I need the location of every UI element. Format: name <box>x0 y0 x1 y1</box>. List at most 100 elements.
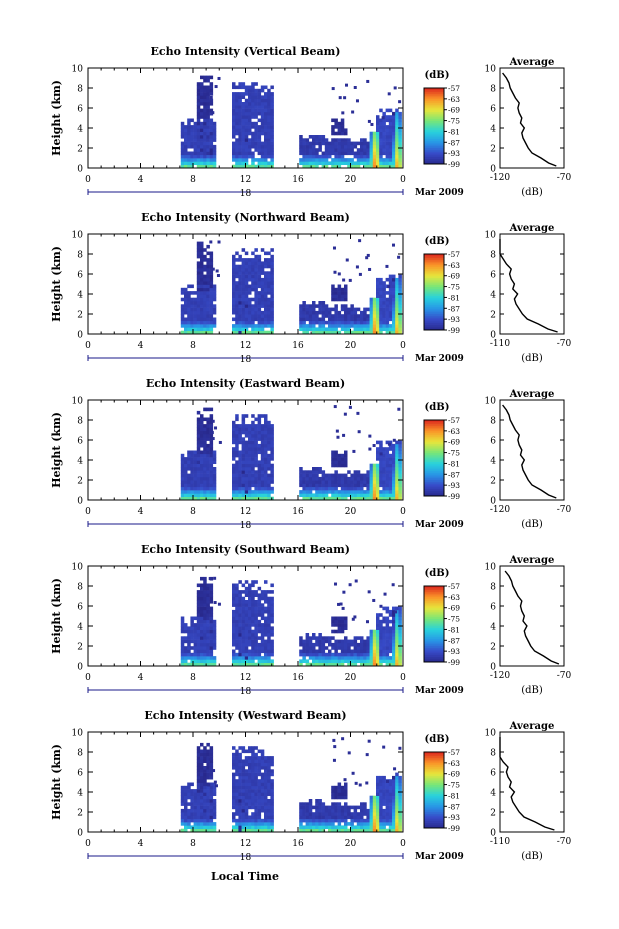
heat-cell <box>347 642 351 647</box>
heat-cell <box>248 102 252 106</box>
heat-cell <box>193 639 198 644</box>
heat-cell <box>385 118 390 123</box>
heat-cell <box>385 301 390 305</box>
heat-cell <box>257 310 262 315</box>
heat-cell <box>235 450 239 455</box>
heat-cell <box>260 284 265 289</box>
heat-cell <box>260 463 265 468</box>
heat-cell <box>180 125 185 129</box>
heat-cell <box>392 613 396 617</box>
heat-cell <box>212 158 217 162</box>
heat-cell <box>238 161 242 165</box>
heat-cell <box>203 88 207 93</box>
heat-cell <box>308 799 313 803</box>
colorbar-segment <box>424 97 444 100</box>
heat-cell <box>232 782 236 787</box>
heat-cell <box>340 818 345 823</box>
heat-cell <box>244 476 249 481</box>
heat-cell <box>232 616 236 621</box>
colorbar-segment <box>424 492 444 495</box>
heat-cell <box>324 646 329 650</box>
heat-cell <box>241 294 246 298</box>
heat-cell <box>376 636 380 640</box>
heat-cell <box>209 258 214 262</box>
heat-cell <box>193 659 198 663</box>
heat-cell <box>379 284 383 289</box>
heat-cell <box>270 108 274 113</box>
heat-cell <box>251 490 255 494</box>
heat-cell <box>267 639 271 644</box>
heat-cell <box>369 151 374 156</box>
heat-cell <box>254 324 258 328</box>
heat-cell <box>264 623 268 627</box>
heat-cell <box>321 828 326 833</box>
heat-cell <box>385 649 390 654</box>
heat-cell <box>248 258 252 262</box>
heat-cell <box>379 141 383 146</box>
heat-cell <box>376 782 380 787</box>
heat-cell <box>203 434 207 438</box>
heat-cell <box>382 493 386 497</box>
heat-cell <box>379 812 383 816</box>
heat-cell <box>299 802 303 806</box>
heat-cell <box>180 662 185 667</box>
heat-cell <box>196 662 201 667</box>
heat-cell <box>193 158 198 162</box>
heat-cell <box>305 314 310 318</box>
heat-cell <box>318 825 322 829</box>
heat-cell <box>184 476 188 481</box>
heat-cell <box>264 102 268 106</box>
heat-cell <box>200 742 204 747</box>
heat-cell <box>382 125 386 129</box>
heat-cell <box>264 151 268 156</box>
heat-cell <box>235 782 239 787</box>
heat-cell <box>251 603 255 607</box>
heat-cell <box>350 493 354 497</box>
heat-cell <box>299 808 303 813</box>
heat-cell <box>190 616 194 621</box>
heat-cell <box>270 467 274 471</box>
heat-cell <box>196 785 201 790</box>
heat-cell <box>318 154 322 159</box>
heat-cell <box>392 463 396 468</box>
heat-cell <box>244 580 249 584</box>
heat-cell <box>238 154 242 159</box>
heat-cell <box>235 483 239 488</box>
heat-cell <box>254 128 258 132</box>
heat-cell <box>382 297 386 302</box>
heat-cell <box>238 822 242 826</box>
heat-cell <box>385 802 390 806</box>
heat-cell <box>184 141 188 146</box>
heat-cell <box>257 828 262 833</box>
heat-cell <box>238 118 242 123</box>
heat-cell <box>312 656 316 660</box>
heat-cell <box>379 314 383 318</box>
heat-cell <box>251 324 255 328</box>
heat-cell <box>379 799 383 803</box>
heat-cell <box>209 164 214 169</box>
heat-cell <box>254 440 258 445</box>
heat-cell <box>366 652 370 657</box>
heat-cell <box>196 320 201 325</box>
heat-cell <box>200 772 204 777</box>
heat-cell <box>248 141 252 146</box>
colorbar-segment <box>424 452 444 455</box>
heat-cell <box>302 486 306 491</box>
heat-cell <box>254 281 258 285</box>
heat-cell <box>254 287 258 292</box>
heat-cell <box>267 307 271 312</box>
x-tick-label: 4 <box>138 507 144 517</box>
heat-cell <box>385 606 390 611</box>
heat-cell <box>360 161 364 165</box>
heat-cell <box>372 636 377 640</box>
heat-cell <box>267 792 271 796</box>
heat-cell <box>260 264 265 269</box>
panel-3: Echo Intensity (Southward Beam)Height (k… <box>50 543 572 697</box>
heat-cell <box>190 808 194 813</box>
heat-cell <box>200 825 204 829</box>
heat-cell <box>334 138 338 142</box>
heat-cell <box>212 480 217 484</box>
colorbar-segment <box>424 450 444 453</box>
heat-cell <box>376 121 380 126</box>
heat-cell <box>241 108 246 113</box>
